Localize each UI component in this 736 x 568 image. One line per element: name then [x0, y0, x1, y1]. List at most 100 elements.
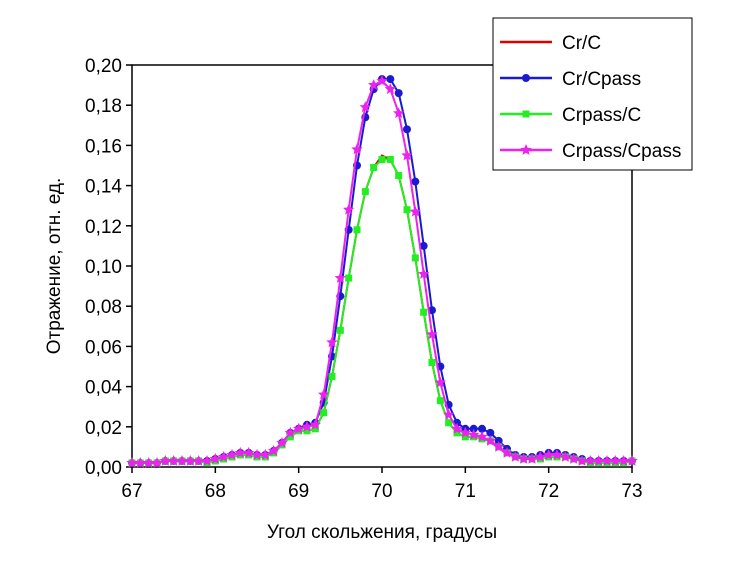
legend-marker — [522, 74, 530, 82]
marker — [428, 358, 436, 366]
marker — [453, 429, 461, 437]
marker — [293, 422, 305, 434]
marker — [493, 440, 505, 452]
marker — [411, 254, 419, 262]
y-tick-label: 0,16 — [85, 136, 122, 157]
marker — [409, 205, 421, 217]
marker — [403, 125, 411, 134]
marker — [243, 446, 255, 458]
marker — [226, 448, 238, 460]
marker — [251, 448, 263, 460]
marker — [361, 188, 369, 196]
y-tick-label: 0,04 — [85, 378, 122, 399]
marker — [168, 455, 180, 466]
marker — [419, 241, 428, 250]
marker — [345, 274, 353, 282]
marker — [626, 455, 638, 466]
x-tick-label: 68 — [205, 481, 226, 502]
marker — [551, 448, 563, 460]
y-tick-label: 0,18 — [85, 96, 122, 117]
marker — [609, 455, 621, 466]
marker — [134, 457, 146, 468]
marker — [209, 453, 221, 464]
marker — [259, 448, 271, 460]
series-line — [132, 154, 633, 465]
marker — [234, 446, 246, 458]
legend-marker — [520, 144, 532, 155]
marker — [201, 455, 213, 466]
x-tick-label: 71 — [455, 481, 476, 502]
marker — [320, 409, 328, 417]
marker — [353, 226, 361, 234]
marker — [484, 434, 496, 446]
marker — [468, 428, 480, 440]
marker — [584, 455, 596, 466]
marker — [159, 455, 171, 466]
marker — [436, 397, 444, 405]
y-tick-label: 0,08 — [85, 297, 122, 318]
x-tick-label: 72 — [538, 481, 559, 502]
marker — [428, 306, 436, 315]
marker — [303, 427, 311, 435]
marker — [286, 433, 294, 441]
marker — [368, 79, 380, 90]
marker — [309, 418, 321, 430]
x-tick-label: 69 — [288, 481, 309, 502]
marker — [370, 164, 378, 172]
marker — [284, 426, 296, 438]
marker — [518, 453, 530, 464]
marker — [328, 373, 336, 381]
marker — [434, 376, 446, 388]
marker — [394, 89, 403, 98]
marker — [526, 453, 538, 464]
marker — [376, 75, 388, 86]
marker — [426, 328, 438, 340]
marker — [311, 425, 319, 433]
legend-marker — [522, 110, 530, 118]
legend-label: Crpass/C — [562, 105, 641, 126]
marker — [184, 455, 196, 466]
marker — [359, 101, 371, 113]
marker — [384, 83, 396, 94]
marker — [494, 436, 503, 445]
marker — [486, 428, 495, 437]
marker — [543, 448, 555, 460]
marker — [403, 206, 411, 214]
marker — [378, 155, 386, 163]
marker — [393, 107, 405, 119]
marker — [568, 453, 580, 464]
y-tick-label: 0,12 — [85, 217, 122, 238]
marker — [301, 420, 313, 432]
series-line — [132, 158, 633, 465]
marker — [343, 203, 355, 215]
marker — [461, 433, 469, 441]
marker — [326, 336, 338, 348]
y-tick-label: 0,14 — [85, 177, 122, 198]
marker — [418, 268, 430, 279]
marker — [478, 424, 486, 433]
marker — [176, 455, 188, 466]
marker — [336, 326, 344, 334]
legend-label: Crpass/Cpass — [562, 141, 681, 162]
x-axis-label: Угол скольжения, градусы — [267, 522, 497, 543]
marker — [443, 408, 455, 420]
marker — [143, 457, 155, 468]
marker — [559, 450, 571, 462]
x-tick-label: 70 — [371, 481, 392, 502]
marker — [420, 308, 428, 316]
marker — [395, 172, 403, 180]
marker — [276, 436, 288, 448]
legend-label: Cr/Cpass — [562, 69, 641, 90]
marker — [218, 450, 230, 462]
y-tick-label: 0,02 — [85, 418, 122, 439]
marker — [351, 143, 363, 155]
marker — [534, 450, 546, 462]
marker — [509, 450, 521, 462]
marker — [126, 457, 138, 468]
marker — [459, 426, 471, 438]
marker — [268, 444, 280, 456]
marker — [193, 455, 205, 466]
marker — [318, 388, 330, 400]
x-tick-label: 73 — [621, 481, 642, 502]
